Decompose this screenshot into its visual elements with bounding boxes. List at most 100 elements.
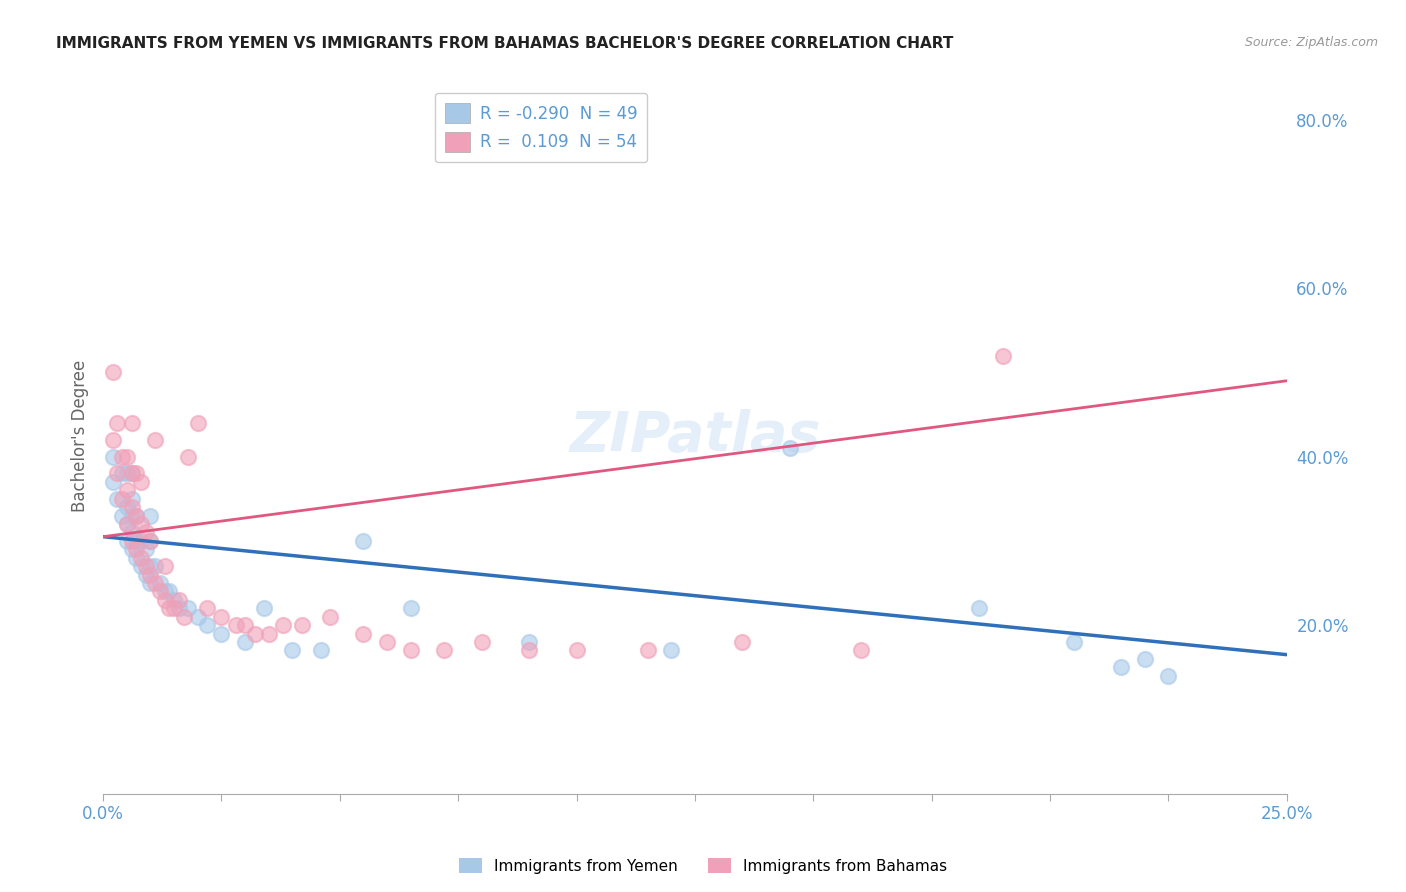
Point	[309, 643, 332, 657]
Point	[967, 601, 990, 615]
Point	[731, 635, 754, 649]
Point	[115, 533, 138, 548]
Point	[111, 508, 134, 523]
Point	[101, 475, 124, 489]
Legend: R = -0.290  N = 49, R =  0.109  N = 54: R = -0.290 N = 49, R = 0.109 N = 54	[434, 93, 647, 162]
Point	[115, 500, 138, 515]
Point	[149, 576, 172, 591]
Point	[125, 508, 148, 523]
Point	[139, 559, 162, 574]
Point	[105, 416, 128, 430]
Text: Source: ZipAtlas.com: Source: ZipAtlas.com	[1244, 36, 1378, 49]
Point	[153, 559, 176, 574]
Point	[177, 450, 200, 464]
Point	[353, 533, 375, 548]
Point	[125, 467, 148, 481]
Point	[195, 618, 218, 632]
Point	[143, 433, 166, 447]
Point	[399, 601, 422, 615]
Point	[121, 467, 143, 481]
Point	[135, 525, 157, 540]
Point	[129, 533, 152, 548]
Point	[115, 516, 138, 531]
Point	[173, 609, 195, 624]
Point	[849, 643, 872, 657]
Point	[157, 601, 180, 615]
Point	[149, 584, 172, 599]
Point	[121, 467, 143, 481]
Point	[991, 349, 1014, 363]
Point	[121, 416, 143, 430]
Point	[115, 516, 138, 531]
Point	[211, 609, 233, 624]
Point	[135, 542, 157, 557]
Point	[121, 525, 143, 540]
Point	[135, 567, 157, 582]
Point	[111, 467, 134, 481]
Point	[121, 500, 143, 515]
Point	[105, 467, 128, 481]
Text: IMMIGRANTS FROM YEMEN VS IMMIGRANTS FROM BAHAMAS BACHELOR'S DEGREE CORRELATION C: IMMIGRANTS FROM YEMEN VS IMMIGRANTS FROM…	[56, 36, 953, 51]
Text: ZIPatlas: ZIPatlas	[569, 409, 821, 463]
Point	[115, 467, 138, 481]
Point	[1109, 660, 1132, 674]
Point	[111, 450, 134, 464]
Point	[353, 626, 375, 640]
Point	[291, 618, 314, 632]
Point	[129, 475, 152, 489]
Point	[129, 516, 152, 531]
Point	[139, 508, 162, 523]
Point	[153, 584, 176, 599]
Point	[167, 592, 190, 607]
Point	[129, 550, 152, 565]
Point	[433, 643, 456, 657]
Point	[143, 559, 166, 574]
Point	[115, 483, 138, 498]
Point	[233, 635, 256, 649]
Point	[139, 567, 162, 582]
Point	[211, 626, 233, 640]
Point	[243, 626, 266, 640]
Point	[105, 491, 128, 506]
Point	[101, 433, 124, 447]
Point	[125, 533, 148, 548]
Point	[319, 609, 342, 624]
Point	[1063, 635, 1085, 649]
Point	[125, 508, 148, 523]
Point	[111, 491, 134, 506]
Point	[659, 643, 682, 657]
Point	[115, 450, 138, 464]
Point	[101, 365, 124, 379]
Point	[517, 635, 540, 649]
Point	[233, 618, 256, 632]
Point	[399, 643, 422, 657]
Point	[1157, 669, 1180, 683]
Point	[157, 584, 180, 599]
Point	[637, 643, 659, 657]
Point	[101, 450, 124, 464]
Point	[121, 533, 143, 548]
Point	[143, 576, 166, 591]
Point	[195, 601, 218, 615]
Point	[139, 533, 162, 548]
Point	[225, 618, 247, 632]
Point	[139, 533, 162, 548]
Point	[517, 643, 540, 657]
Point	[125, 542, 148, 557]
Point	[471, 635, 494, 649]
Point	[121, 508, 143, 523]
Point	[163, 592, 186, 607]
Point	[187, 609, 209, 624]
Point	[121, 491, 143, 506]
Point	[177, 601, 200, 615]
Point	[135, 559, 157, 574]
Point	[375, 635, 398, 649]
Legend: Immigrants from Yemen, Immigrants from Bahamas: Immigrants from Yemen, Immigrants from B…	[453, 852, 953, 880]
Point	[271, 618, 294, 632]
Point	[565, 643, 588, 657]
Point	[257, 626, 280, 640]
Point	[121, 542, 143, 557]
Point	[1133, 652, 1156, 666]
Y-axis label: Bachelor's Degree: Bachelor's Degree	[72, 359, 89, 512]
Point	[167, 601, 190, 615]
